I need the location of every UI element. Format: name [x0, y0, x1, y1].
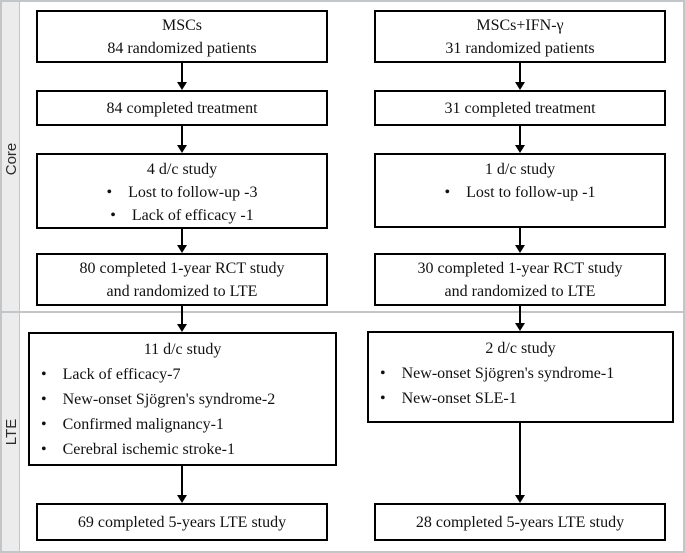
msc-ifn-lte-discontinued-box: 2 d/c study New-onset Sjögren's syndrome…	[367, 331, 674, 423]
msc-ifn-core-dc-title: 1 d/c study	[484, 161, 556, 178]
msc-ifn-enrollment-box: MSCs+IFN-γ 31 randomized patients	[374, 10, 666, 63]
arrow-down	[514, 228, 526, 253]
msc-ifn-completed-treatment-box: 31 completed treatment	[374, 90, 666, 126]
msc-lte-dc-reasons: Lack of efficacy-7New-onset Sjögren's sy…	[30, 362, 335, 462]
bullet-item: New-onset Sjögren's syndrome-2	[30, 387, 335, 412]
arrow-down	[514, 423, 526, 503]
msc-lte-dc-title: 11 d/c study	[143, 341, 222, 358]
msc-ifn-completed-rct-box: 30 completed 1-year RCT study and random…	[374, 253, 666, 306]
arrow-down	[514, 126, 526, 153]
msc-randomized-count: 84 randomized patients	[107, 39, 257, 57]
msc-completed-lte-box: 69 completed 5-years LTE study	[36, 503, 328, 541]
arrow-down	[176, 466, 188, 503]
core-lte-divider	[2, 311, 683, 313]
msc-completed-rct-line2: and randomized to LTE	[106, 282, 258, 300]
bullet-item: Lack of efficacy -1	[38, 204, 326, 227]
bullet-item: New-onset Sjögren's syndrome-1	[369, 361, 672, 386]
bullet-item: Lost to follow-up -3	[38, 181, 326, 204]
bullet-item: Lack of efficacy-7	[30, 362, 335, 387]
msc-completed-treatment-box: 84 completed treatment	[36, 90, 328, 126]
msc-core-discontinued-box: 4 d/c study Lost to follow-up -3Lack of …	[36, 153, 328, 229]
msc-core-dc-reasons: Lost to follow-up -3Lack of efficacy -1	[38, 181, 326, 227]
msc-lte-discontinued-box: 11 d/c study Lack of efficacy-7New-onset…	[28, 332, 337, 466]
arrow-down	[176, 229, 188, 253]
msc-core-dc-title: 4 d/c study	[146, 161, 218, 178]
row-label-column	[2, 2, 20, 551]
arrow-down	[176, 306, 188, 332]
arrow-down	[176, 63, 188, 90]
msc-ifn-randomized-count: 31 randomized patients	[445, 39, 595, 57]
msc-arm-title: MSCs	[161, 16, 203, 34]
msc-enrollment-box: MSCs 84 randomized patients	[36, 10, 328, 63]
msc-completed-rct-box: 80 completed 1-year RCT study and random…	[36, 253, 328, 306]
msc-ifn-completed-lte-text: 28 completed 5-years LTE study	[415, 513, 625, 531]
arrow-down	[514, 306, 526, 331]
core-section-label: Core	[3, 142, 20, 176]
msc-ifn-core-discontinued-box: 1 d/c study Lost to follow-up -1	[374, 153, 666, 228]
msc-ifn-core-dc-reasons: Lost to follow-up -1	[376, 181, 664, 204]
bullet-item: New-onset SLE-1	[369, 386, 672, 411]
msc-completed-rct-line1: 80 completed 1-year RCT study	[79, 259, 285, 277]
msc-ifn-lte-dc-reasons: New-onset Sjögren's syndrome-1New-onset …	[369, 361, 672, 411]
bullet-item: Lost to follow-up -1	[376, 181, 664, 204]
bullet-item: Cerebral ischemic stroke-1	[30, 437, 335, 462]
arrow-down	[514, 63, 526, 90]
msc-ifn-arm-title: MSCs+IFN-γ	[476, 16, 564, 34]
msc-ifn-lte-dc-title: 2 d/c study	[485, 340, 556, 357]
msc-ifn-completed-rct-line2: and randomized to LTE	[444, 282, 596, 300]
msc-completed-treatment-text: 84 completed treatment	[106, 99, 258, 117]
msc-completed-lte-text: 69 completed 5-years LTE study	[77, 513, 287, 531]
lte-section-label: LTE	[3, 418, 20, 446]
arrow-down	[176, 126, 188, 153]
bullet-item: Confirmed malignancy-1	[30, 412, 335, 437]
msc-ifn-completed-lte-box: 28 completed 5-years LTE study	[374, 503, 666, 541]
msc-ifn-completed-rct-line1: 30 completed 1-year RCT study	[417, 259, 623, 277]
msc-ifn-completed-treatment-text: 31 completed treatment	[444, 99, 596, 117]
